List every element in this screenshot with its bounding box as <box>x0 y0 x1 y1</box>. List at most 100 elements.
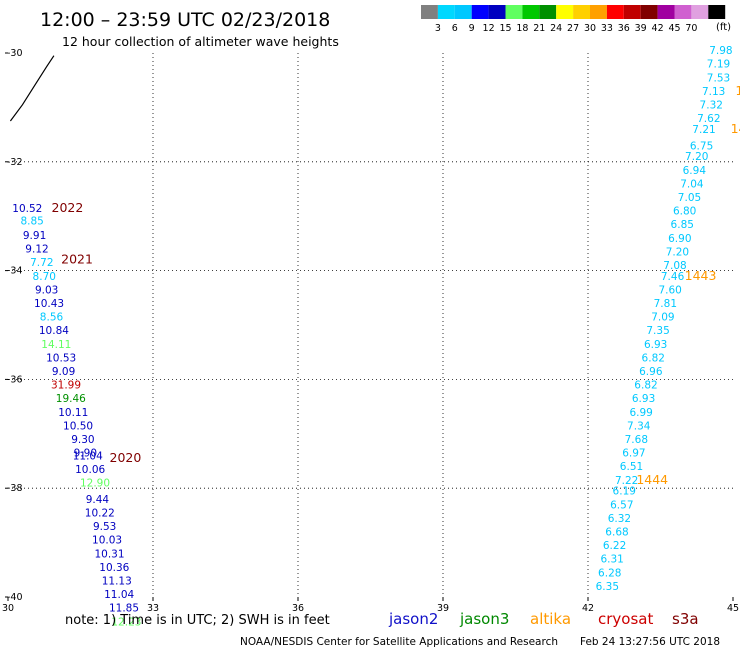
legend-swatch <box>454 5 472 19</box>
wave-height-value: 7.98 <box>709 45 732 57</box>
chart-subtitle: 12 hour collection of altimeter wave hei… <box>62 34 339 49</box>
legend-swatch <box>522 5 540 19</box>
legend-label: 39 <box>635 23 647 34</box>
wave-height-value: 31.99 <box>51 380 81 392</box>
wave-height-value: 10.03 <box>92 535 122 547</box>
wave-height-value: 7.62 <box>697 113 720 125</box>
legend-swatch <box>691 5 709 19</box>
wave-height-value: 7.72 <box>30 257 53 269</box>
grid-lines <box>8 53 733 597</box>
wave-height-value: 10.31 <box>94 548 124 560</box>
axis-tick-labels: 30 33 36 39 42 45 -30 -32 -34 -36 -38 -40 <box>2 48 739 614</box>
wave-height-value: 9.09 <box>52 366 75 378</box>
legend-unit: (ft) <box>716 22 731 33</box>
wave-height-value: 12.23 <box>111 616 141 628</box>
wave-height-value: 7.19 <box>707 59 730 71</box>
y-tick-label: -36 <box>7 374 23 385</box>
time-label: 2021 <box>61 252 93 267</box>
wave-height-value: 10.22 <box>85 507 115 519</box>
y-tick-label: -32 <box>7 157 23 168</box>
time-label: 2020 <box>110 450 142 465</box>
y-tick-label: -40 <box>7 592 23 603</box>
legend-swatch <box>471 5 489 19</box>
y-tick-label: -38 <box>7 483 23 494</box>
wave-height-value: 7.34 <box>627 420 651 432</box>
wave-height-value: 6.31 <box>600 554 623 566</box>
wave-height-value: 7.08 <box>663 260 686 272</box>
wave-height-value: 7.22 <box>615 475 638 487</box>
legend-swatch <box>606 5 624 19</box>
x-tick-label: 45 <box>727 603 739 614</box>
wave-height-value: 11.04 <box>73 450 103 462</box>
legend-swatch <box>488 5 506 19</box>
wave-height-value: 8.56 <box>40 312 64 324</box>
legend-swatch <box>708 5 726 19</box>
wave-height-value: 9.90 <box>74 448 97 460</box>
wave-height-value: 6.96 <box>639 366 663 378</box>
wave-height-value: 6.93 <box>644 339 667 351</box>
legend-label: 18 <box>516 23 528 34</box>
wave-height-value: 9.91 <box>23 230 46 242</box>
wave-height-value: 9.53 <box>93 521 116 533</box>
wave-height-value: 7.20 <box>666 246 689 258</box>
wave-height-value: 6.68 <box>605 527 628 539</box>
wave-height-value: 10.06 <box>75 464 105 476</box>
wave-height-value: 7.81 <box>654 298 677 310</box>
wave-height-value: 6.90 <box>668 233 691 245</box>
legend-swatch <box>556 5 574 19</box>
time-label: 1 <box>735 83 740 98</box>
wave-height-value: 6.93 <box>632 393 655 405</box>
legend-swatch <box>437 5 455 19</box>
wave-height-value: 7.13 <box>702 86 725 98</box>
y-tick-label: -30 <box>7 48 23 59</box>
legend-label: 42 <box>652 23 664 34</box>
time-label: 1444 <box>636 472 668 487</box>
wave-height-value: 6.35 <box>596 581 619 593</box>
wave-height-value: 9.03 <box>35 284 58 296</box>
legend-swatch <box>539 5 557 19</box>
wave-height-value: 10.43 <box>34 298 64 310</box>
time-labels: 2022 2021 2020 1443 1444 1 14 <box>52 83 740 487</box>
x-tick-label: 33 <box>147 603 159 614</box>
chart-title: 12:00 – 23:59 UTC 02/23/2018 <box>40 9 330 31</box>
wave-height-value: 10.50 <box>63 420 93 432</box>
wave-height-value: 6.80 <box>673 206 696 218</box>
coastline <box>9 55 55 122</box>
wave-height-value: 7.46 <box>661 271 685 283</box>
wave-height-value: 6.28 <box>598 567 621 579</box>
wave-height-value: 10.11 <box>58 407 88 419</box>
legend-label: 21 <box>533 23 545 34</box>
wave-height-value: 11.85 <box>109 603 139 615</box>
footer-note: note: 1) Time is in UTC; 2) SWH is in fe… <box>65 613 330 628</box>
footer-timestamp: Feb 24 13:27:56 UTC 2018 <box>580 636 720 648</box>
wave-height-value: 7.04 <box>680 178 704 190</box>
legend-label: 9 <box>469 23 475 34</box>
legend-swatch <box>674 5 692 19</box>
wave-height-value: 6.19 <box>613 486 636 498</box>
legend-swatch <box>657 5 675 19</box>
legend-swatch <box>590 5 607 19</box>
wave-height-value: 6.94 <box>683 165 707 177</box>
wave-height-value: 9.30 <box>71 434 94 446</box>
wave-height-value: 6.32 <box>608 513 631 525</box>
wave-height-value: 14.11 <box>41 339 71 351</box>
satellite-legend: jason2 jason3 altika cryosat s3a <box>388 610 699 628</box>
satellite-name: altika <box>530 610 571 628</box>
wave-height-value: 10.52 <box>12 203 42 215</box>
x-tick-label: 42 <box>582 603 594 614</box>
wave-height-value: 6.51 <box>620 461 643 473</box>
wave-height-value: 11.04 <box>104 589 134 601</box>
x-tick-label: 30 <box>2 603 14 614</box>
wave-height-value: 8.85 <box>20 215 43 227</box>
wave-height-value: 10.36 <box>99 562 129 574</box>
wave-height-value: 7.05 <box>678 192 701 204</box>
wave-height-value: 6.75 <box>690 140 713 152</box>
legend-swatch <box>573 5 590 19</box>
color-scale-legend: 3 6 9 12 15 18 21 24 27 30 33 36 39 42 45 70 <box>421 5 726 34</box>
wave-height-value: 7.09 <box>651 312 674 324</box>
wave-height-value: 6.22 <box>603 540 626 552</box>
plot-frame <box>5 52 734 601</box>
wave-height-value: 7.32 <box>700 99 723 111</box>
legend-label: 24 <box>550 23 562 34</box>
wave-height-value: 10.84 <box>39 325 69 337</box>
